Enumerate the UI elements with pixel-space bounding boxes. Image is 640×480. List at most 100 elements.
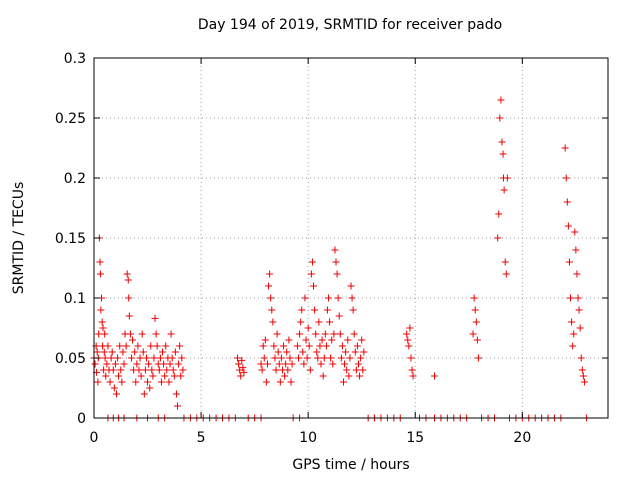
- y-tick-label: 0.25: [55, 111, 86, 127]
- data-point: [104, 342, 112, 350]
- data-point: [300, 360, 308, 368]
- data-point: [281, 372, 289, 380]
- data-point: [341, 360, 349, 368]
- data-point: [312, 330, 320, 338]
- data-point: [575, 306, 583, 314]
- y-tick-label: 0: [77, 411, 86, 427]
- y-axis-label: SRMTID / TECUs: [11, 181, 27, 295]
- data-point: [233, 354, 241, 362]
- data-point: [93, 348, 101, 356]
- data-point: [498, 138, 506, 146]
- data-point: [403, 330, 411, 338]
- data-point: [500, 186, 508, 194]
- data-point: [304, 324, 312, 332]
- data-point: [577, 354, 585, 362]
- data-point: [332, 258, 340, 266]
- data-point: [359, 366, 367, 374]
- y-tick-label: 0.1: [64, 291, 86, 307]
- x-tick-label: 15: [406, 430, 424, 446]
- data-point: [579, 372, 587, 380]
- data-point: [578, 366, 586, 374]
- data-point: [160, 360, 168, 368]
- x-tick-label: 5: [197, 430, 206, 446]
- data-point: [95, 330, 103, 338]
- data-point: [137, 372, 145, 380]
- x-tick-label: 10: [299, 430, 317, 446]
- data-point: [144, 378, 152, 386]
- data-point: [129, 336, 137, 344]
- data-point: [115, 372, 123, 380]
- data-point: [282, 360, 290, 368]
- data-point: [495, 210, 503, 218]
- data-point: [97, 306, 105, 314]
- data-point: [111, 360, 119, 368]
- data-point: [125, 312, 133, 320]
- data-point: [561, 144, 569, 152]
- data-point: [96, 270, 104, 278]
- data-point: [288, 360, 296, 368]
- x-tick-label: 0: [90, 430, 99, 446]
- axis-ticks: 0 0.05 0.1 0.15 0.2 0.25 0.3 0 5 10 15 20: [55, 51, 608, 446]
- data-point: [326, 318, 334, 326]
- data-point: [497, 96, 505, 104]
- data-point: [101, 330, 109, 338]
- data-point: [172, 390, 180, 398]
- data-point: [116, 342, 124, 350]
- data-point: [499, 150, 507, 158]
- data-point: [580, 378, 588, 386]
- data-point: [280, 342, 288, 350]
- data-point: [333, 270, 341, 278]
- data-point: [179, 366, 187, 374]
- data-point: [274, 348, 282, 356]
- data-point: [110, 384, 118, 392]
- data-point: [266, 270, 274, 278]
- data-point: [237, 372, 245, 380]
- data-point: [563, 198, 571, 206]
- y-tick-label: 0.2: [64, 171, 86, 187]
- data-point: [295, 354, 303, 362]
- data-point: [112, 390, 120, 398]
- data-point: [310, 282, 318, 290]
- data-point: [155, 366, 163, 374]
- data-point: [340, 378, 348, 386]
- data-point: [345, 372, 353, 380]
- data-point: [126, 330, 134, 338]
- data-point: [91, 360, 99, 368]
- data-point: [170, 372, 178, 380]
- data-point: [94, 378, 102, 386]
- data-point: [305, 342, 313, 350]
- data-point: [99, 324, 107, 332]
- data-point: [283, 348, 291, 356]
- data-point: [134, 342, 142, 350]
- data-point: [174, 402, 182, 410]
- data-point: [178, 354, 186, 362]
- data-point: [301, 294, 309, 302]
- data-point: [177, 372, 185, 380]
- data-point: [127, 354, 135, 362]
- data-point: [494, 234, 502, 242]
- data-point: [176, 342, 184, 350]
- data-point: [263, 360, 271, 368]
- data-point: [238, 356, 246, 364]
- data-point: [299, 348, 307, 356]
- data-point: [98, 318, 106, 326]
- data-point: [235, 360, 243, 368]
- data-point: [268, 306, 276, 314]
- data-point: [163, 366, 171, 374]
- data-point: [349, 306, 357, 314]
- data-point: [335, 312, 343, 320]
- data-point: [323, 306, 331, 314]
- data-point: [344, 336, 352, 344]
- data-point: [156, 354, 164, 362]
- data-point: [329, 360, 337, 368]
- data-point: [337, 354, 345, 362]
- data-point: [162, 342, 170, 350]
- data-point: [257, 360, 265, 368]
- data-point: [496, 114, 504, 122]
- data-point: [314, 354, 322, 362]
- data-point: [315, 318, 323, 326]
- data-point: [165, 378, 173, 386]
- data-point: [336, 330, 344, 338]
- data-point: [404, 336, 412, 344]
